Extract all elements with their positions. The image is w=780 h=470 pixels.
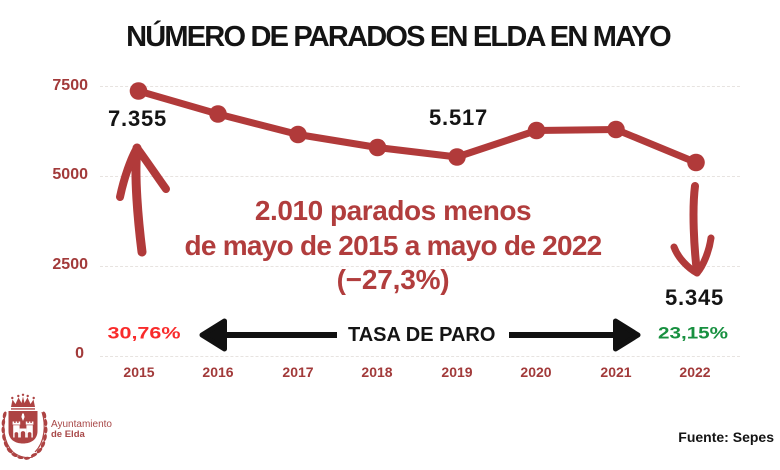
svg-text:23,15%: 23,15% xyxy=(658,325,728,343)
svg-text:30,76%: 30,76% xyxy=(108,325,181,343)
